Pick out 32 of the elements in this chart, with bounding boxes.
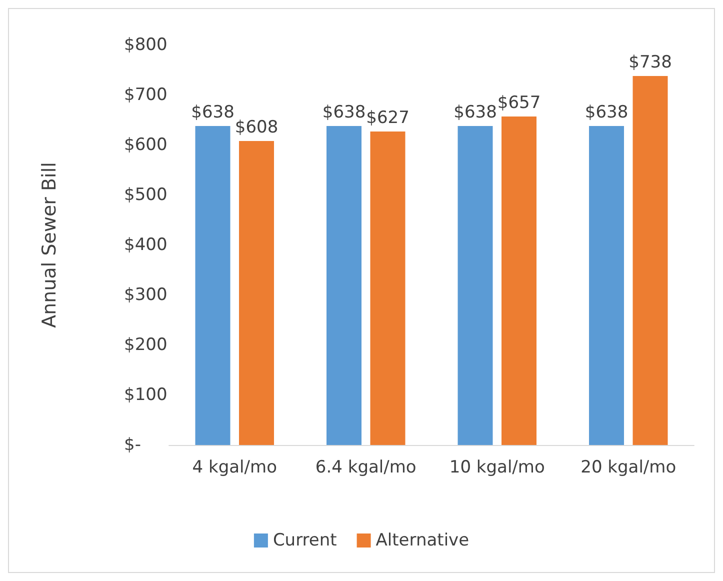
y-tick-label: $400: [124, 235, 168, 255]
data-label: $638: [191, 102, 234, 122]
data-label: $738: [628, 52, 672, 72]
bar: [326, 126, 362, 445]
bar: [502, 116, 536, 445]
y-tick-label: $800: [124, 35, 168, 55]
y-tick-label: $300: [124, 285, 168, 305]
legend-label: Alternative: [376, 530, 470, 550]
bar: [632, 76, 668, 445]
legend-label: Current: [272, 530, 338, 550]
bar: [589, 126, 624, 445]
y-tick-label: $600: [124, 135, 168, 155]
bar: [195, 126, 230, 445]
y-axis-title: Annual Sewer Bill: [38, 162, 60, 328]
x-tick-label: 4 kgal/mo: [192, 458, 277, 478]
x-tick-label: 10 kgal/mo: [449, 458, 545, 478]
data-label: $638: [454, 102, 497, 122]
x-tick-label: 20 kgal/mo: [580, 458, 676, 478]
data-label: $638: [322, 102, 366, 122]
y-tick-label: $700: [124, 85, 168, 105]
bar: [370, 132, 406, 445]
bar: [239, 141, 274, 445]
x-tick-label: 6.4 kgal/mo: [315, 458, 416, 478]
data-label: $657: [497, 93, 541, 113]
data-label: $638: [584, 102, 628, 122]
y-tick-label: $500: [124, 185, 168, 205]
data-label: $627: [366, 108, 410, 128]
bar: [458, 126, 493, 445]
y-tick-label: $200: [124, 335, 168, 355]
y-tick-label: $-: [124, 435, 141, 455]
data-label: $608: [234, 118, 278, 138]
y-tick-label: $100: [124, 385, 168, 405]
